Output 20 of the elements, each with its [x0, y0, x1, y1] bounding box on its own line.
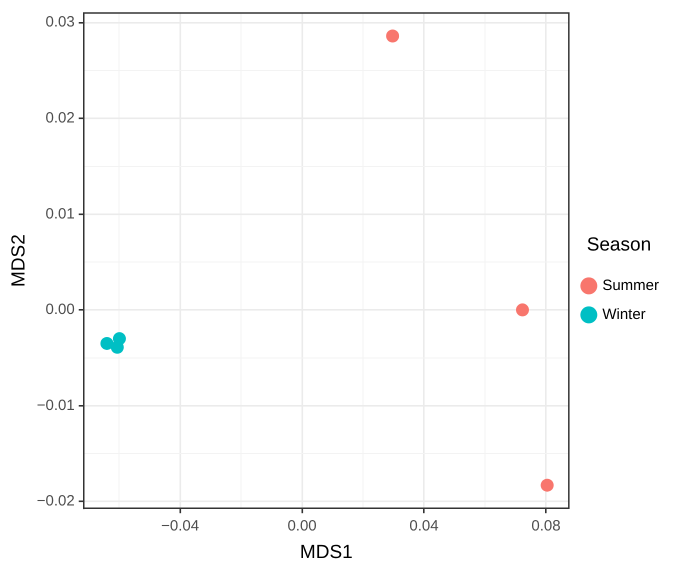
x-tick-label: 0.00 — [287, 517, 317, 534]
legend-label: Summer — [602, 277, 660, 294]
y-tick-label: −0.02 — [36, 492, 75, 510]
legend-label: Winter — [602, 306, 646, 324]
point — [110, 340, 124, 354]
y-axis-title: MDS2 — [8, 234, 30, 287]
y-tick-label: 0.01 — [46, 205, 75, 222]
y-tick-label: −0.01 — [36, 396, 75, 414]
y-tick-label: 0.00 — [46, 301, 75, 318]
point — [100, 336, 114, 350]
x-axis-title: MDS1 — [300, 542, 353, 563]
point — [540, 478, 554, 492]
x-tick-label: 0.08 — [531, 517, 561, 534]
legend-title: Season — [586, 234, 652, 256]
point — [386, 29, 400, 42]
x-tick-label: −0.04 — [161, 517, 200, 534]
point — [516, 303, 529, 316]
x-tick-label: 0.04 — [409, 517, 439, 534]
y-tick-label: 0.02 — [46, 110, 75, 126]
y-tick-label: 0.03 — [46, 14, 75, 31]
